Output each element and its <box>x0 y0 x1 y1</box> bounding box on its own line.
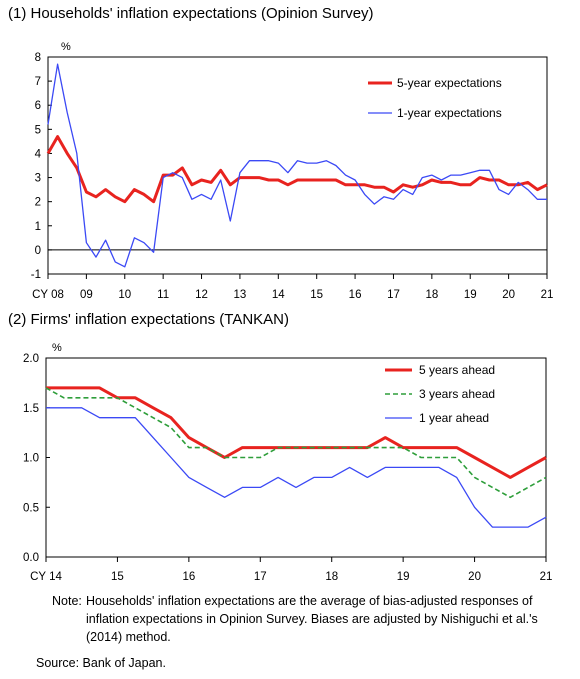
x-tick-label: 21 <box>541 289 554 301</box>
y-unit-label: % <box>52 342 62 354</box>
x-tick-label: 11 <box>157 289 169 301</box>
x-tick-label: 12 <box>195 289 208 301</box>
y-tick-label: 2 <box>35 197 41 209</box>
series-line-1 <box>46 135 548 204</box>
x-tick-label: 10 <box>118 289 131 301</box>
y-tick-label: 5 <box>35 124 41 136</box>
x-tick-label: CY 14 <box>30 571 62 583</box>
plot-frame <box>47 56 548 275</box>
y-tick-label: 1.0 <box>23 453 39 465</box>
x-tick-label: 16 <box>349 289 362 301</box>
y-tick-label: 1.5 <box>23 403 39 415</box>
x-tick-label: 17 <box>387 289 400 301</box>
x-tick-label: 21 <box>540 571 553 583</box>
y-tick-label: -1 <box>31 269 41 281</box>
x-tick-label: 20 <box>468 571 481 583</box>
series-line-3 <box>46 407 547 528</box>
x-tick-label: 14 <box>272 289 285 301</box>
x-tick-label: 18 <box>325 571 338 583</box>
y-tick-label: 0 <box>35 245 41 257</box>
y-tick-label: 7 <box>35 76 41 88</box>
firms-inflation-chart: % 0.0 0.5 1.0 1.5 2.0 CY 14 15 16 17 18 19 20 21 5 yea… <box>23 342 553 583</box>
series-line-1 <box>46 386 547 479</box>
x-tick-label: 17 <box>254 571 267 583</box>
x-tick-label: 20 <box>502 289 515 301</box>
legend-label-1: 5-year expectations <box>397 76 502 90</box>
y-tick-label: 6 <box>35 100 41 112</box>
y-tick-label: 1 <box>35 221 41 233</box>
x-tick-label: 16 <box>182 571 195 583</box>
y-tick-label: 4 <box>35 148 42 160</box>
legend-label-1: 5 years ahead <box>419 363 495 377</box>
legend-label-3: 1 year ahead <box>419 411 489 425</box>
legend-label-2: 3 years ahead <box>419 387 495 401</box>
panel1-title: (1) Households' inflation expectations (… <box>8 5 374 22</box>
chart-note: Note: Households' inflation expectations… <box>52 592 572 646</box>
x-tick-label: 19 <box>397 571 410 583</box>
y-tick-label: 2.0 <box>23 353 39 365</box>
x-tick-label: 13 <box>234 289 247 301</box>
source-text: Source: Bank of Japan. <box>36 656 166 670</box>
y-unit-label: % <box>61 41 71 53</box>
y-tick-label: 0.5 <box>23 502 39 514</box>
y-tick-label: 0.0 <box>23 552 39 564</box>
y-tick-label: 3 <box>35 173 41 185</box>
series-line-2 <box>45 387 547 499</box>
x-tick-label: 15 <box>310 289 323 301</box>
series-line-2 <box>47 63 547 268</box>
y-tick-label: 8 <box>35 52 41 64</box>
x-tick-label: 18 <box>425 289 438 301</box>
legend-label-2: 1-year expectations <box>397 106 502 120</box>
note-label: Note: <box>52 594 82 608</box>
note-text: Households' inflation expectations are t… <box>86 594 538 644</box>
x-tick-label: CY 08 <box>32 289 64 301</box>
x-tick-label: 19 <box>464 289 477 301</box>
panel2-title: (2) Firms' inflation expectations (TANKA… <box>8 311 289 328</box>
x-tick-label: 09 <box>80 289 93 301</box>
x-tick-label: 15 <box>111 571 124 583</box>
